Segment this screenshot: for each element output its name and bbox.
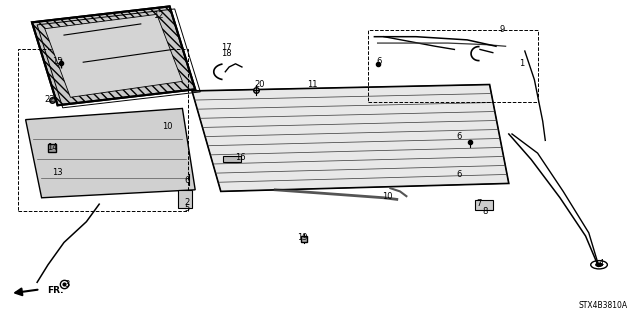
Text: 18: 18 [221,49,231,58]
Polygon shape [26,108,195,198]
Text: 6: 6 [184,176,189,185]
Text: 15: 15 [52,57,63,66]
Text: 3: 3 [65,280,70,289]
Text: 1: 1 [519,59,524,68]
Text: 19: 19 [298,233,308,242]
Bar [223,156,241,162]
Bar [178,190,192,208]
Text: 2: 2 [184,198,189,207]
Text: 6: 6 [376,57,381,66]
Circle shape [596,263,602,266]
Polygon shape [45,14,182,97]
Text: 8: 8 [483,207,488,216]
Text: 14: 14 [47,143,58,152]
Text: 4: 4 [599,259,604,268]
Text: 10: 10 [163,122,173,130]
Bar [18,49,188,211]
Text: FR.: FR. [47,286,63,295]
Text: 7: 7 [476,199,481,208]
Polygon shape [192,85,509,191]
Text: 22: 22 [45,95,55,104]
Text: 10: 10 [382,192,392,201]
Text: 17: 17 [221,43,231,52]
Text: STX4B3810A: STX4B3810A [578,301,627,310]
Text: 9: 9 [500,25,505,34]
Text: 5: 5 [184,204,189,213]
Text: 20: 20 [254,80,264,89]
Text: 6: 6 [457,170,462,179]
Bar [368,30,538,102]
Text: 16: 16 [235,153,245,162]
Text: 11: 11 [307,80,317,89]
Text: 12: 12 [153,11,163,20]
Bar [475,200,493,210]
Text: 6: 6 [457,132,462,141]
Text: 13: 13 [52,168,63,177]
Polygon shape [32,6,195,105]
